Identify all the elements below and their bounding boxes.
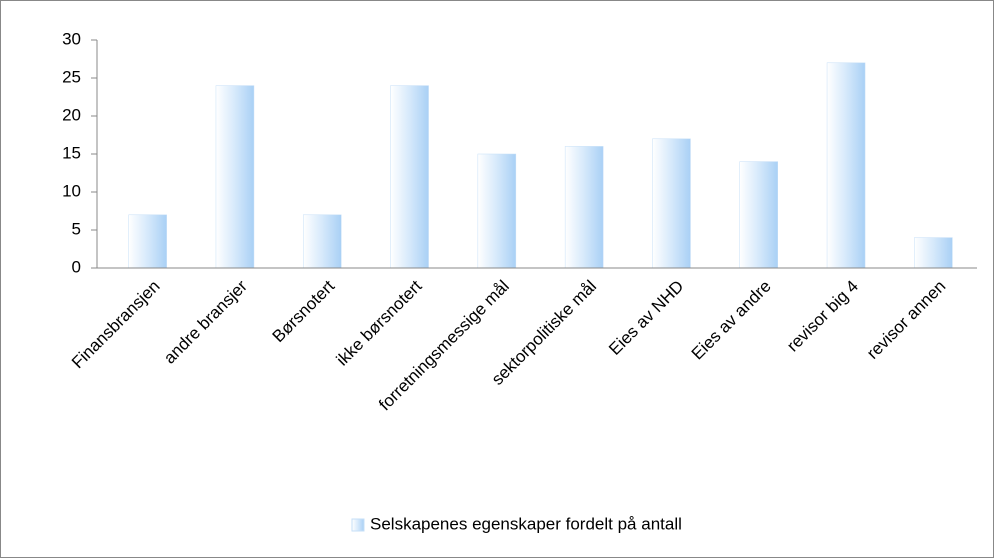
y-tick-label: 25 bbox=[62, 67, 81, 86]
bar bbox=[914, 237, 953, 269]
legend-marker bbox=[351, 518, 365, 532]
y-tick-label: 20 bbox=[62, 105, 81, 124]
bar bbox=[826, 62, 866, 269]
bar bbox=[390, 85, 429, 269]
y-tick-label: 0 bbox=[72, 257, 81, 276]
bar bbox=[564, 146, 604, 269]
y-tick-label: 5 bbox=[72, 219, 81, 238]
bar bbox=[652, 138, 691, 269]
y-tick-label: 10 bbox=[62, 181, 81, 200]
y-tick-label: 15 bbox=[62, 143, 81, 162]
bar bbox=[303, 214, 342, 269]
bar bbox=[128, 214, 167, 269]
legend-label: Selskapenes egenskaper fordelt på antall bbox=[370, 514, 682, 533]
y-tick-label: 30 bbox=[62, 29, 81, 48]
bar bbox=[215, 85, 255, 269]
bar bbox=[739, 161, 778, 269]
bar bbox=[477, 153, 517, 269]
